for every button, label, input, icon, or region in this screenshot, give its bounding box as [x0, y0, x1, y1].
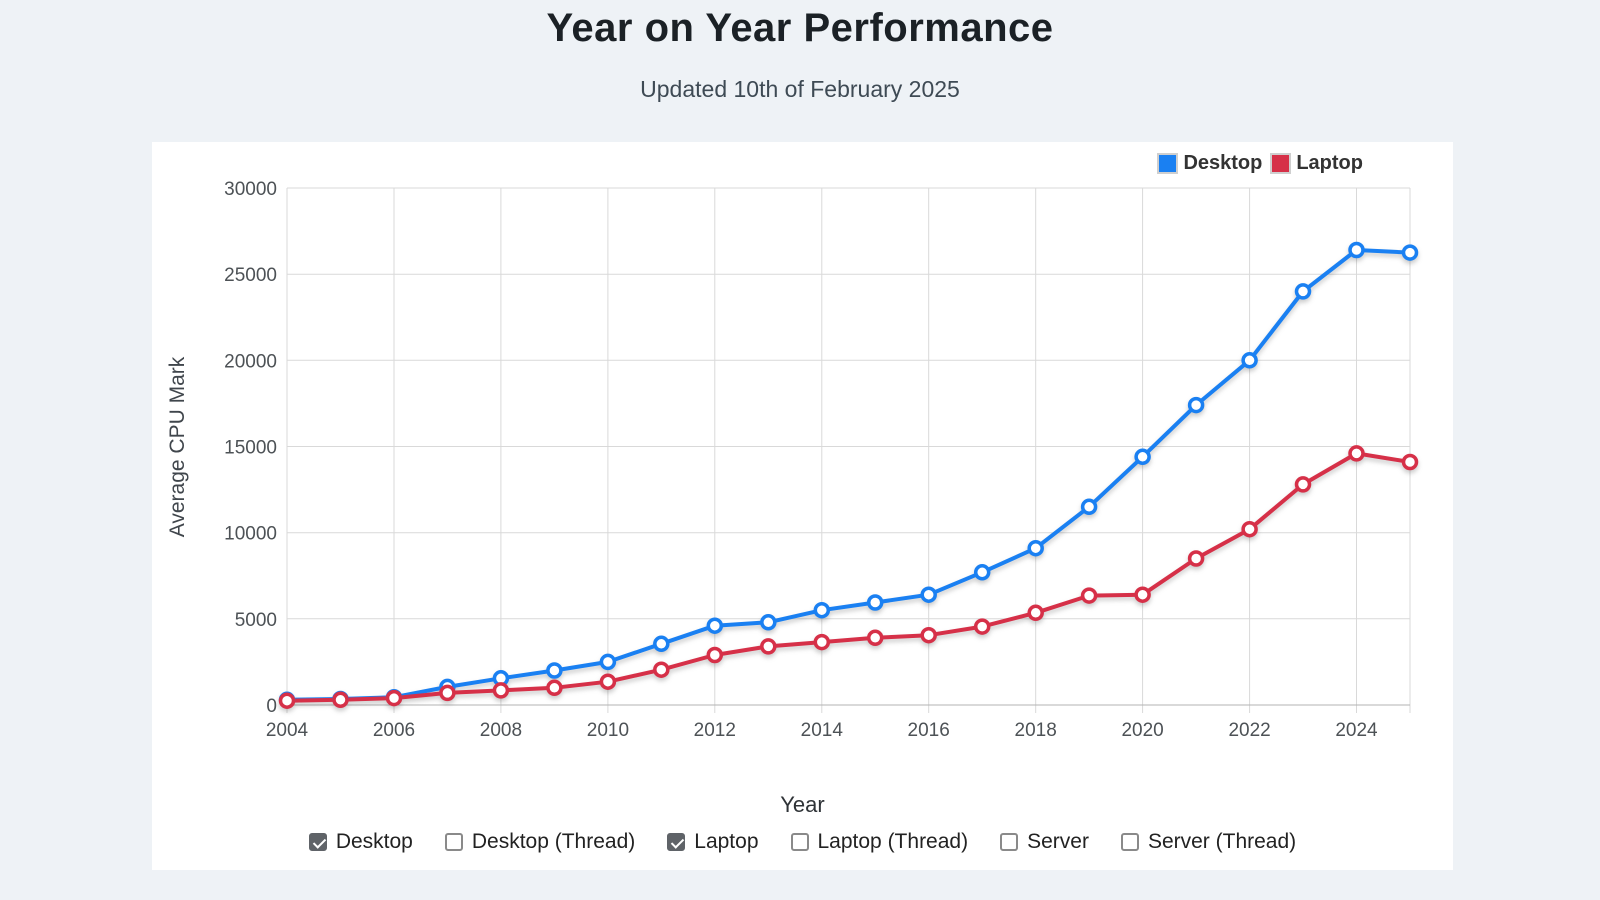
laptop-point[interactable]: [920, 626, 937, 644]
desktop-point[interactable]: [1134, 448, 1151, 466]
desktop-point[interactable]: [866, 594, 884, 611]
checkbox-laptop[interactable]: [667, 833, 686, 851]
y-tick-label: 0: [266, 696, 277, 717]
y-tick-label: 5000: [235, 610, 277, 631]
checkbox-label: Laptop: [694, 830, 759, 853]
legend-item-desktop[interactable]: Desktop: [1157, 152, 1262, 175]
checkbox-desktop[interactable]: [308, 833, 327, 851]
desktop-point[interactable]: [599, 653, 617, 671]
desktop-point[interactable]: [760, 614, 777, 631]
checkbox-label: Desktop: [335, 830, 413, 853]
chart-svg: 0 5000 10000 15000 20000 25000 30000 2004 2006 20…: [166, 179, 1419, 741]
x-tick-label: 2006: [373, 720, 415, 741]
laptop-point[interactable]: [1187, 550, 1205, 567]
laptop-point[interactable]: [546, 679, 563, 697]
laptop-point[interactable]: [1134, 586, 1151, 603]
desktop-point[interactable]: [706, 617, 724, 634]
legend-label: Desktop: [1183, 152, 1263, 174]
toggle-laptop[interactable]: Laptop: [667, 830, 759, 854]
page-title: Year on Year Performance: [546, 6, 1054, 50]
toggle-laptop-thread[interactable]: Laptop (Thread): [790, 830, 969, 854]
desktop-point[interactable]: [546, 662, 563, 679]
chart-legend: Desktop Laptop: [1149, 152, 1363, 175]
x-tick-label: 2014: [801, 720, 844, 741]
desktop-point[interactable]: [1241, 352, 1258, 369]
legend-swatch: [1157, 153, 1179, 174]
laptop-point[interactable]: [1401, 453, 1419, 471]
series-group: [278, 241, 1419, 709]
performance-chart: 0 5000 10000 15000 20000 25000 30000 2004 2006 20…: [152, 142, 1453, 802]
y-tick-label: 30000: [224, 179, 277, 200]
laptop-point[interactable]: [1294, 476, 1312, 493]
x-tick-label: 2010: [587, 720, 629, 741]
y-tick-label: 25000: [224, 265, 277, 286]
laptop-point[interactable]: [1027, 604, 1044, 622]
laptop-point[interactable]: [492, 682, 510, 699]
desktop-point[interactable]: [973, 564, 991, 581]
laptop-point[interactable]: [973, 618, 991, 635]
page-subtitle: Updated 10th of February 2025: [640, 76, 960, 102]
laptop-point[interactable]: [1241, 520, 1258, 538]
legend-item-laptop[interactable]: Laptop: [1270, 152, 1363, 175]
checkbox-laptop-thread[interactable]: [790, 833, 809, 851]
laptop-point[interactable]: [1080, 587, 1098, 604]
checkbox-server-thread[interactable]: [1120, 833, 1139, 851]
x-tick-label: 2012: [694, 720, 736, 741]
laptop-point[interactable]: [599, 673, 617, 690]
checkbox-desktop-thread[interactable]: [444, 833, 463, 851]
checkbox-label: Server: [1027, 830, 1089, 853]
desktop-point[interactable]: [1080, 498, 1098, 516]
laptop-point[interactable]: [760, 638, 777, 655]
toggle-desktop-thread[interactable]: Desktop (Thread): [444, 830, 636, 854]
laptop-point[interactable]: [813, 633, 831, 651]
y-tick-label: 20000: [224, 351, 277, 372]
checkbox-label: Laptop (Thread): [817, 830, 969, 853]
legend-swatch: [1270, 153, 1292, 174]
x-tick-label: 2020: [1121, 720, 1163, 741]
x-tick-label: 2016: [908, 720, 950, 741]
checkbox-server[interactable]: [1000, 833, 1019, 851]
laptop-point[interactable]: [866, 629, 884, 647]
laptop-point[interactable]: [439, 684, 456, 702]
y-tick-label: 10000: [224, 524, 277, 545]
checkbox-label: Server (Thread): [1147, 830, 1297, 853]
checkbox-label: Desktop (Thread): [471, 830, 636, 853]
series-toggles: Desktop Desktop (Thread) Laptop Laptop (Thr…: [152, 830, 1453, 854]
x-tick-label: 2018: [1015, 720, 1057, 741]
chart-card: 0 5000 10000 15000 20000 25000 30000 2004 2006 20…: [152, 142, 1453, 870]
x-tick-label: 2022: [1228, 720, 1270, 741]
x-tick-label: 2008: [480, 720, 522, 741]
desktop-point[interactable]: [1401, 244, 1419, 261]
desktop-point[interactable]: [920, 586, 937, 603]
toggle-desktop[interactable]: Desktop: [308, 830, 413, 854]
legend-label: Laptop: [1296, 152, 1363, 174]
toggle-server-thread[interactable]: Server (Thread): [1120, 830, 1297, 854]
x-tick-label: 2024: [1335, 720, 1378, 741]
x-tick-label: 2004: [266, 720, 309, 741]
desktop-point[interactable]: [1348, 241, 1365, 259]
y-axis-title: Average CPU Mark: [166, 356, 189, 537]
laptop-point[interactable]: [706, 646, 724, 664]
toggle-server[interactable]: Server: [1000, 830, 1089, 854]
laptop-point[interactable]: [332, 691, 349, 709]
laptop-point[interactable]: [1348, 445, 1365, 462]
desktop-line: [285, 248, 1412, 702]
desktop-point[interactable]: [1294, 283, 1312, 300]
x-axis-title: Year: [780, 792, 825, 817]
desktop-point[interactable]: [1027, 539, 1044, 557]
desktop-point[interactable]: [1187, 396, 1205, 414]
laptop-point[interactable]: [385, 689, 403, 707]
laptop-point[interactable]: [653, 661, 670, 678]
desktop-point[interactable]: [653, 635, 670, 653]
laptop-point[interactable]: [278, 692, 296, 709]
desktop-point[interactable]: [813, 601, 831, 619]
y-tick-label: 15000: [224, 438, 277, 459]
laptop-line: [285, 451, 1412, 703]
